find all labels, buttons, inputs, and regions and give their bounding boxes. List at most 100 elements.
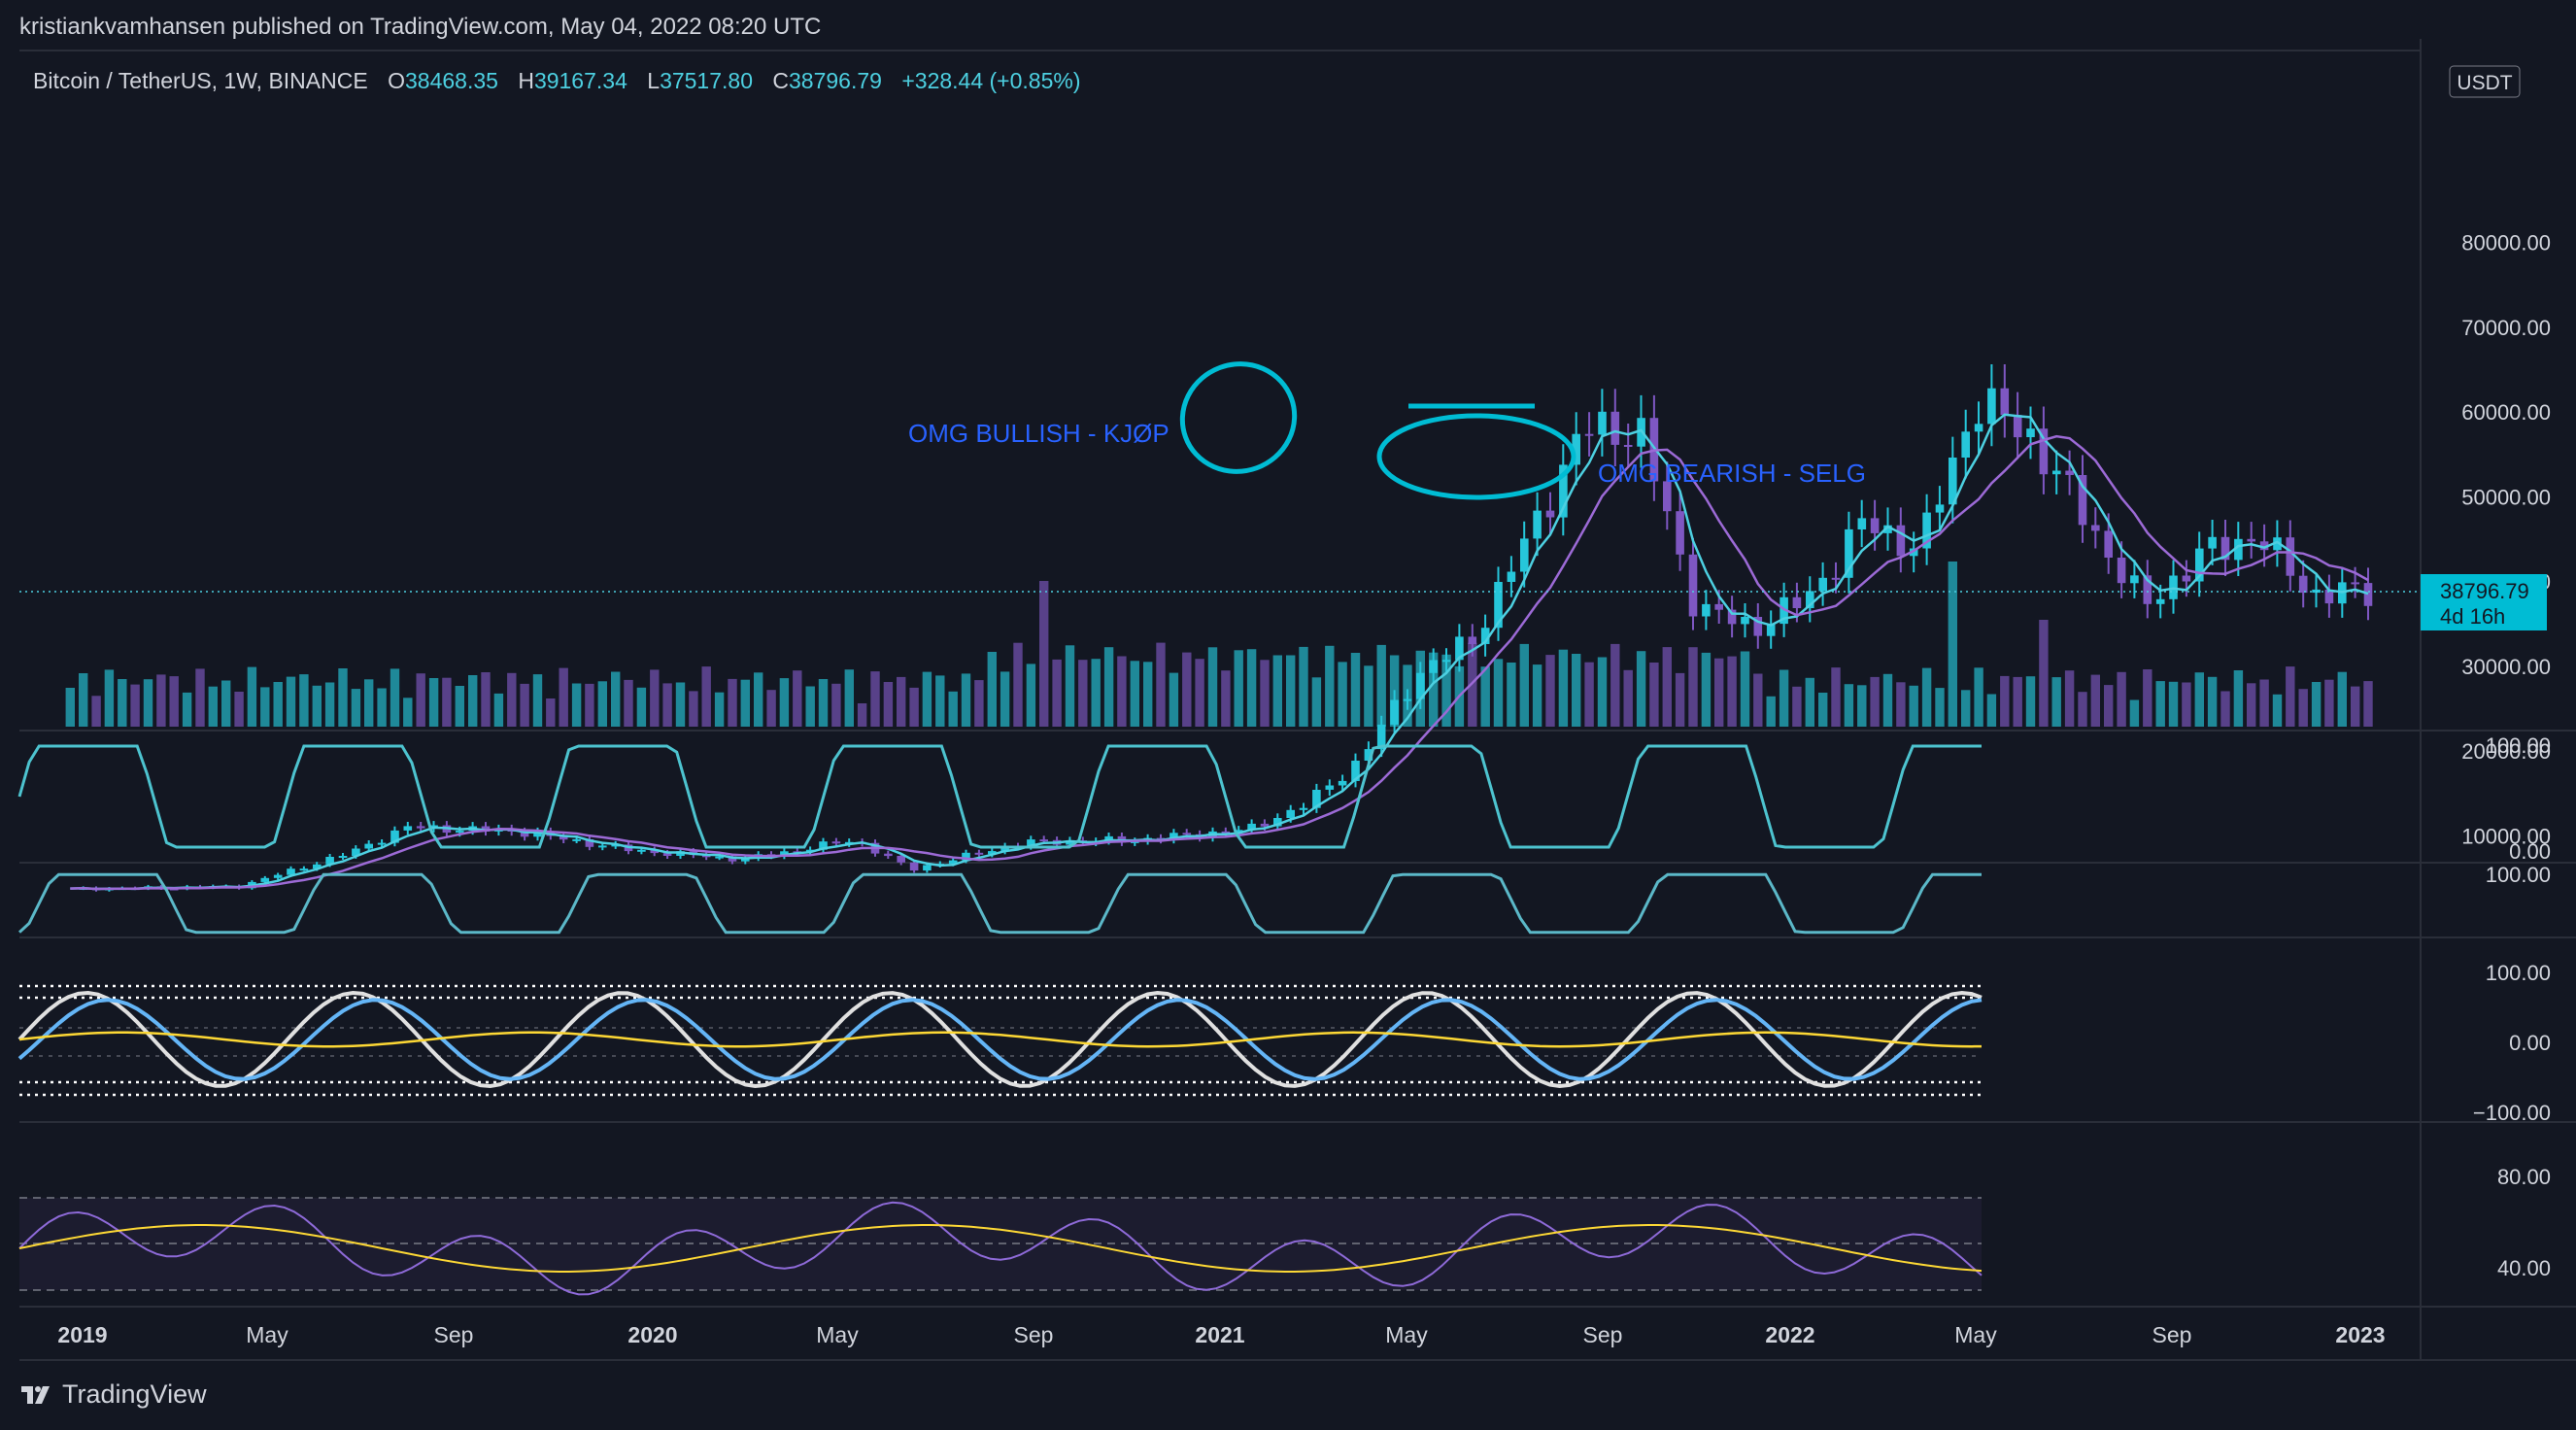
volume-bar (662, 683, 672, 727)
candle-body (962, 852, 970, 861)
candle-body (2155, 598, 2165, 604)
candle-body (1831, 577, 1841, 580)
candle-body (1066, 840, 1074, 845)
tradingview-logo[interactable]: TradingView (19, 1379, 207, 1410)
candle-body (1000, 846, 1009, 852)
candle-body (1714, 603, 1723, 610)
candle-body (1429, 660, 1438, 673)
volume-bar (169, 676, 179, 727)
bearish-circle (1376, 413, 1576, 500)
candle-body (1039, 839, 1048, 842)
volume-bar (2025, 676, 2036, 727)
volume-bar (351, 689, 361, 727)
volume-bar (1169, 672, 1179, 727)
low-label: L (647, 68, 661, 93)
volume-bar (364, 679, 374, 727)
candle-body (1390, 699, 1399, 725)
volume-bar (805, 686, 815, 727)
time-tick-label: 2021 (1195, 1322, 1244, 1347)
volume-bar (728, 678, 737, 727)
low-value: 37517.80 (660, 68, 753, 93)
bullish-circle (1179, 361, 1298, 474)
open-label: O (388, 68, 405, 93)
volume-bar (2104, 685, 2114, 727)
volume-bar (299, 674, 309, 727)
wave-line-2 (17, 998, 1983, 1081)
volume-bar (1480, 666, 1490, 727)
volume-bar (1935, 688, 1945, 727)
volume-bar (961, 673, 971, 727)
candle-body (805, 849, 815, 852)
candle-body (1663, 481, 1672, 512)
volume-bar (909, 687, 919, 727)
time-tick-label: Sep (434, 1322, 474, 1347)
open-value: 38468.35 (404, 68, 498, 93)
volume-bar (818, 679, 829, 727)
volume-bar (1182, 652, 1192, 727)
volume-bar (1870, 676, 1880, 727)
volume-bar (1766, 696, 1776, 727)
candle-body (1741, 617, 1749, 625)
bullish-annotation: OMG BULLISH - KJØP (908, 419, 1169, 448)
candle-body (598, 845, 607, 848)
candle-body (780, 851, 789, 857)
volume-bar (546, 698, 556, 727)
volume-bar (2259, 679, 2269, 727)
volume-bar (831, 683, 841, 727)
candle-body (456, 831, 464, 834)
candle-body (1416, 672, 1425, 699)
rsi-ma-line (18, 1224, 1983, 1273)
volume-bar (79, 673, 88, 727)
volume-bar (377, 688, 387, 727)
candle-body (1766, 624, 1776, 636)
volume-bar (1441, 654, 1451, 727)
volume-bar (1429, 652, 1439, 727)
volume-bar (2078, 692, 2087, 727)
volume-bar (403, 698, 413, 727)
volume-bar (2090, 674, 2100, 727)
candle-body (1027, 839, 1035, 847)
candle-body (2286, 537, 2295, 576)
volume-bar (987, 652, 997, 727)
volume-bar (1636, 651, 1646, 727)
stoch-line-1 (17, 744, 1982, 849)
currency-badge (2449, 65, 2521, 98)
osc1-tick-label: 0.00 (2509, 839, 2551, 864)
volume-bar (1701, 652, 1712, 727)
candle-body (1364, 749, 1373, 761)
candle-body (1403, 698, 1412, 701)
candle-body (2091, 525, 2100, 531)
volume-bar (481, 672, 491, 727)
candle-body (1494, 582, 1503, 629)
volume-bar (1572, 654, 1581, 727)
candle-body (1559, 464, 1568, 518)
candle-body (1533, 510, 1542, 539)
volume-bar (1818, 693, 1828, 727)
candle-body (1260, 823, 1270, 827)
candle-body (2143, 575, 2152, 604)
volume-bar (2168, 681, 2179, 727)
volume-bar (1727, 656, 1737, 727)
volume-bar (1623, 669, 1633, 727)
volume-bar (1052, 659, 1062, 727)
candle-body (2220, 536, 2230, 561)
volume-bar (1507, 663, 1516, 727)
candle-body (897, 856, 905, 863)
volume-bar (585, 683, 594, 727)
candle-body (1727, 609, 1737, 625)
volume-bar (2117, 671, 2126, 727)
wave-line-1 (17, 990, 1983, 1089)
volume-bar (195, 668, 205, 727)
volume-bar (689, 691, 698, 727)
volume-bar (1792, 686, 1802, 727)
close-label: C (772, 68, 790, 93)
volume-bar (883, 682, 894, 727)
price-tick-label: 10000.00 (2461, 824, 2551, 848)
rsi-tick-label: 40.00 (2497, 1256, 2551, 1280)
candle-body (2104, 530, 2113, 558)
candle-body (352, 848, 360, 856)
volume-bar (1779, 669, 1789, 727)
volume-bar (221, 680, 231, 727)
candle-body (273, 874, 283, 878)
